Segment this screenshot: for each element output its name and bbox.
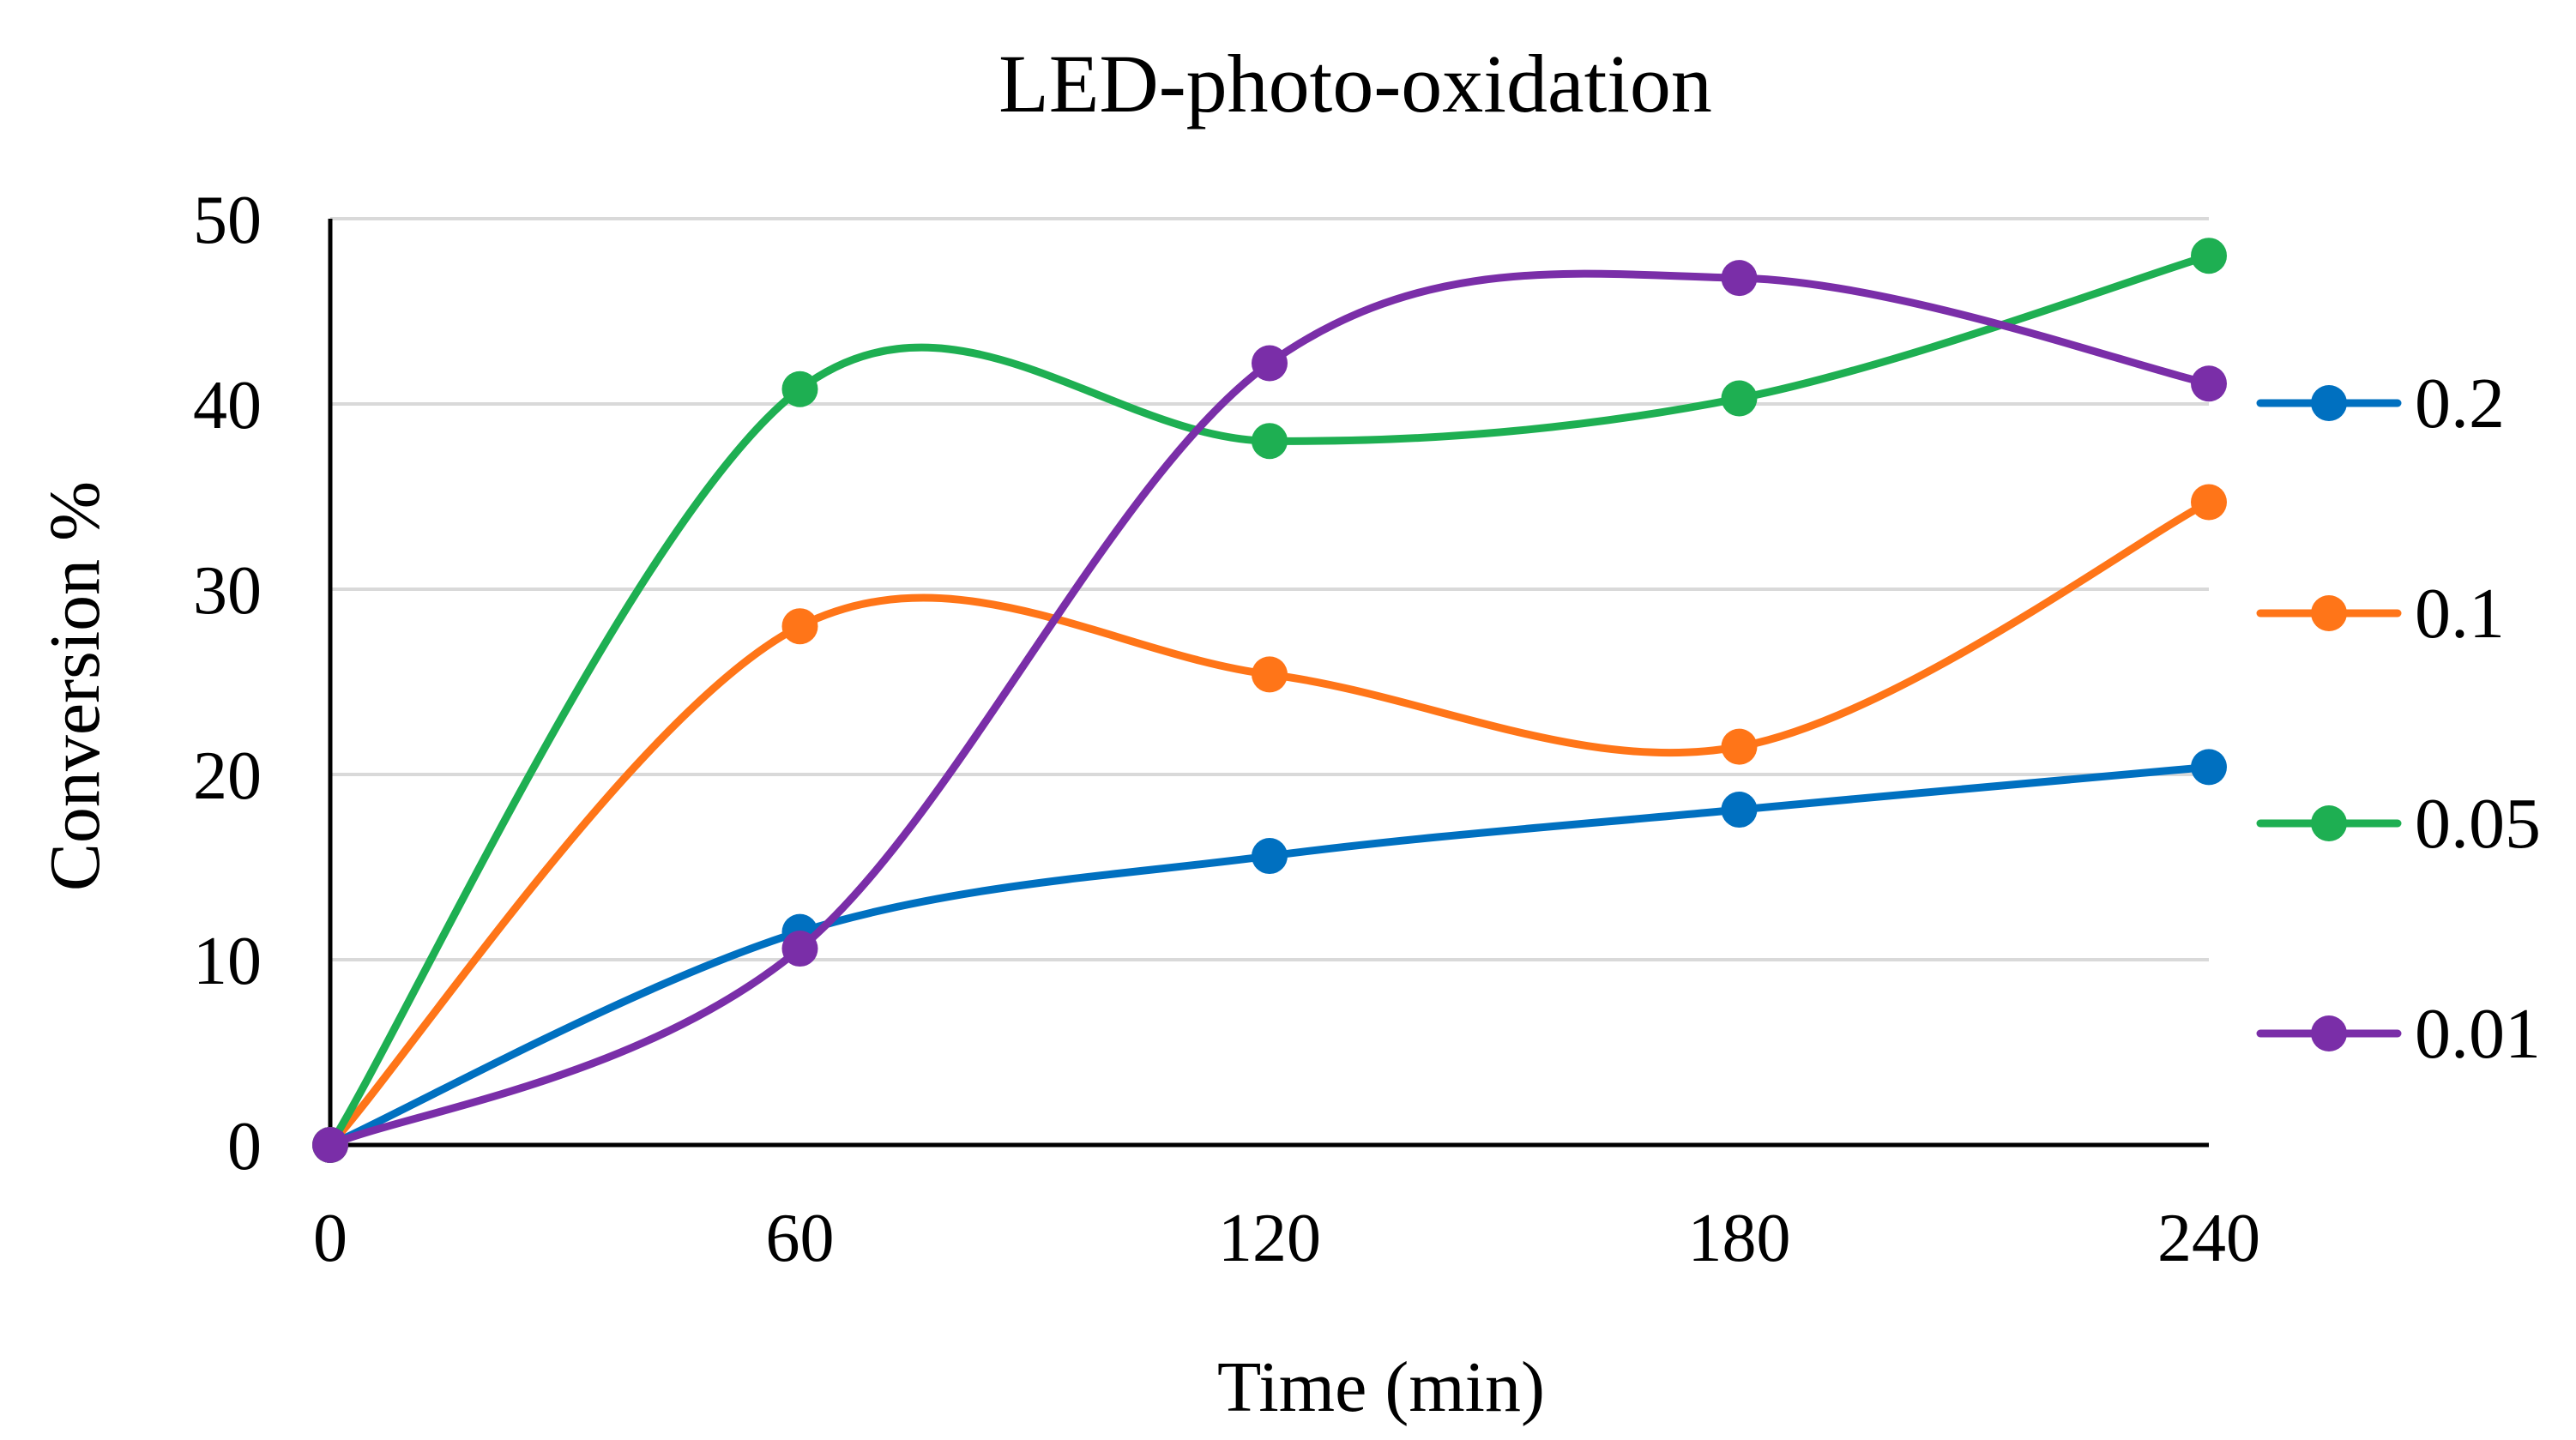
data-point-0.01-x0 xyxy=(312,1127,348,1163)
legend-marker-0.1 xyxy=(2311,595,2347,631)
legend-marker-0.2 xyxy=(2311,385,2347,421)
x-tick-label-60: 60 xyxy=(766,1201,835,1276)
y-tick-label-10: 10 xyxy=(193,924,262,999)
legend-item-0.2: 0.2 xyxy=(2256,364,2505,443)
series-0.01 xyxy=(312,260,2227,1163)
data-point-0.1-x120 xyxy=(1252,656,1288,693)
legend-label-0.1: 0.1 xyxy=(2415,574,2505,654)
x-tick-label-180: 180 xyxy=(1688,1201,1791,1276)
data-point-0.05-x60 xyxy=(781,371,818,407)
x-tick-label-240: 240 xyxy=(2157,1201,2260,1276)
data-point-0.05-x180 xyxy=(1721,380,1758,417)
legend: 0.2 0.1 0.05 0.01 xyxy=(2256,364,2541,1074)
gridlines xyxy=(330,217,2209,961)
data-point-0.05-x240 xyxy=(2191,238,2227,274)
y-tick-label-0: 0 xyxy=(227,1109,262,1184)
x-axis-label: Time (min) xyxy=(1217,1347,1545,1427)
data-point-0.1-x60 xyxy=(781,608,818,645)
y-tick-label-30: 30 xyxy=(193,553,262,629)
legend-label-0.01: 0.01 xyxy=(2415,994,2541,1074)
series-line-0.01 xyxy=(326,269,2213,1149)
legend-marker-0.01 xyxy=(2311,1015,2347,1051)
x-tick-label-120: 120 xyxy=(1218,1201,1321,1276)
legend-label-0.2: 0.2 xyxy=(2415,364,2505,443)
data-point-0.01-x120 xyxy=(1252,345,1288,382)
legend-item-0.01: 0.01 xyxy=(2256,994,2541,1074)
series-group xyxy=(312,238,2227,1163)
y-tick-labels: 0 10 20 30 40 50 xyxy=(193,183,262,1184)
x-tick-label-0: 0 xyxy=(313,1201,347,1276)
y-tick-label-40: 40 xyxy=(193,368,262,443)
legend-marker-0.05 xyxy=(2311,805,2347,841)
y-tick-label-50: 50 xyxy=(193,183,262,258)
series-line-0.2 xyxy=(326,762,2213,1149)
series-line-0.05 xyxy=(326,251,2213,1149)
data-point-0.01-x180 xyxy=(1721,260,1758,297)
series-line-0.1 xyxy=(326,497,2213,1149)
axes xyxy=(328,219,2209,1148)
data-point-0.01-x240 xyxy=(2191,365,2227,402)
data-point-0.01-x60 xyxy=(781,931,818,967)
data-point-0.2-x240 xyxy=(2191,749,2227,786)
x-tick-labels: 0 60 120 180 240 xyxy=(313,1201,2260,1276)
data-point-0.2-x180 xyxy=(1721,792,1758,828)
data-point-0.1-x180 xyxy=(1721,728,1758,765)
data-point-0.1-x240 xyxy=(2191,484,2227,521)
series-0.05 xyxy=(312,238,2227,1163)
data-point-0.05-x120 xyxy=(1252,423,1288,460)
legend-item-0.1: 0.1 xyxy=(2256,574,2505,654)
y-tick-label-20: 20 xyxy=(193,738,262,814)
legend-item-0.05: 0.05 xyxy=(2256,784,2541,864)
legend-label-0.05: 0.05 xyxy=(2415,784,2541,864)
data-point-0.2-x120 xyxy=(1252,838,1288,875)
y-axis-label: Conversion % xyxy=(35,481,115,891)
chart-title: LED-photo-oxidation xyxy=(998,38,1712,130)
